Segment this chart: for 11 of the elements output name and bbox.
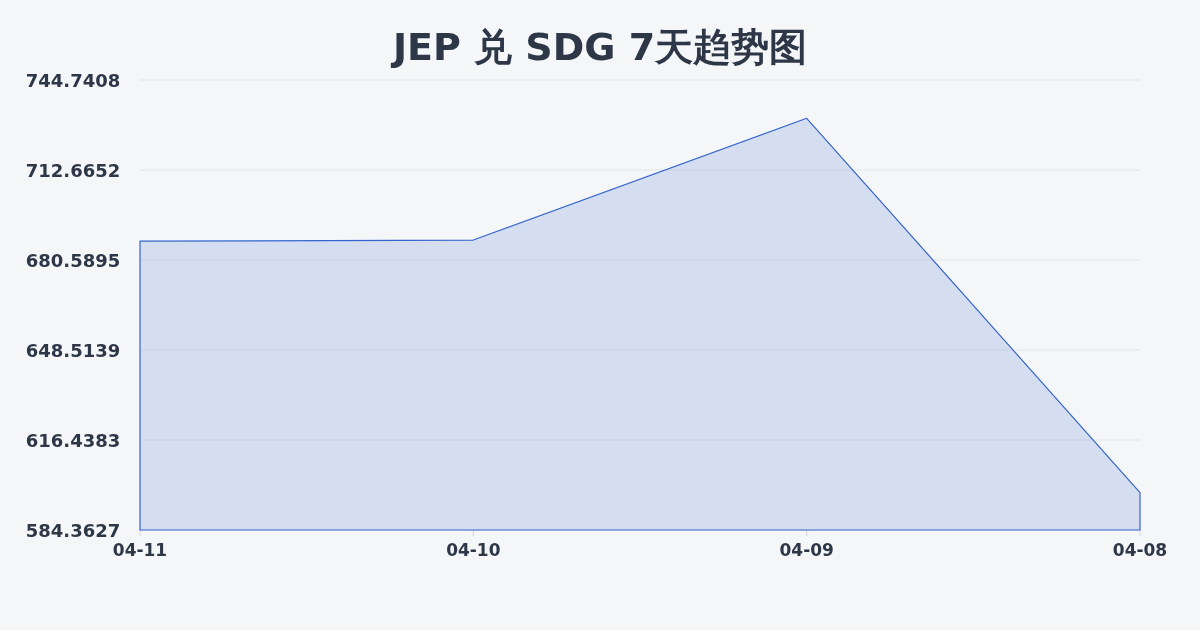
x-tick-label: 04-08 — [1112, 540, 1168, 560]
y-tick-label: 744.7408 — [25, 70, 121, 91]
y-tick-label: 712.6652 — [25, 160, 121, 181]
y-tick-label: 584.3627 — [25, 520, 121, 541]
x-tick-label: 04-11 — [112, 540, 168, 560]
y-tick-label: 680.5895 — [25, 250, 121, 271]
chart-title: JEP 兑 SDG 7天趋势图 — [389, 25, 808, 69]
y-tick-label: 616.4383 — [25, 430, 121, 451]
y-tick-label: 648.5139 — [25, 340, 121, 361]
x-tick-label: 04-10 — [446, 540, 501, 560]
x-tick-label: 04-09 — [779, 540, 834, 560]
